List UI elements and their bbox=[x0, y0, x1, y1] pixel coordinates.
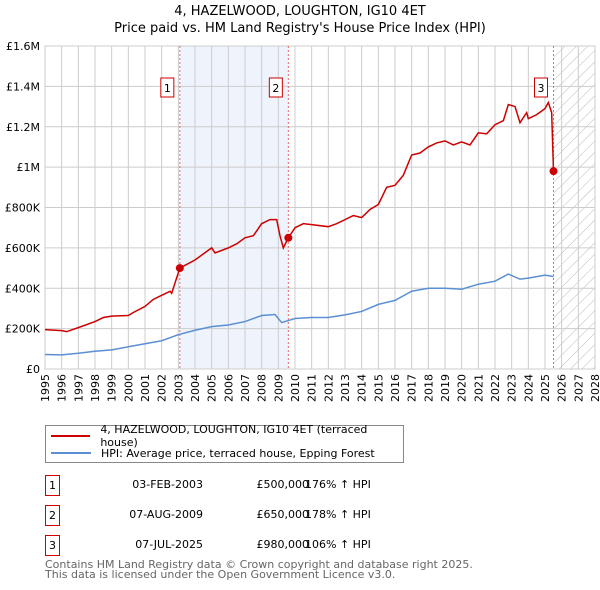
x-tick-label: 2024 bbox=[522, 374, 535, 402]
sale-hpi-change: 106% ↑ HPI bbox=[305, 538, 371, 551]
sale-badge: 3 bbox=[45, 535, 60, 556]
x-tick-label: 1997 bbox=[72, 374, 85, 402]
x-tick-label: 2005 bbox=[206, 374, 219, 402]
series-line bbox=[44, 100, 555, 333]
y-tick-label: £1M bbox=[17, 161, 41, 174]
y-tick-label: £400K bbox=[5, 282, 41, 295]
sale-price: £650,000 bbox=[256, 508, 310, 521]
x-tick-label: 2021 bbox=[472, 374, 485, 402]
sale-hpi-change: 178% ↑ HPI bbox=[305, 508, 371, 521]
x-tick-label: 2000 bbox=[122, 374, 135, 402]
x-tick-label: 1995 bbox=[39, 374, 52, 402]
y-tick-label: £0 bbox=[26, 363, 40, 376]
legend-label-hpi: HPI: Average price, terraced house, Eppi… bbox=[101, 446, 375, 460]
x-tick-label: 2018 bbox=[422, 374, 435, 402]
x-tick-label: 2012 bbox=[322, 374, 335, 402]
x-tick-label: 2015 bbox=[372, 374, 385, 402]
sale-marker-label: 3 bbox=[538, 82, 545, 95]
x-tick-label: 1998 bbox=[89, 374, 102, 402]
series-line bbox=[44, 273, 554, 356]
y-tick-label: £1.4M bbox=[6, 80, 40, 93]
x-tick-label: 2009 bbox=[272, 374, 285, 402]
y-tick-label: £1.6M bbox=[6, 40, 40, 53]
x-tick-label: 2011 bbox=[306, 374, 319, 402]
x-tick-label: 2025 bbox=[539, 374, 552, 402]
x-tick-label: 2010 bbox=[289, 374, 302, 402]
x-tick-label: 2022 bbox=[489, 374, 502, 402]
x-tick-label: 2026 bbox=[556, 374, 569, 402]
sale-date: 07-JUL-2025 bbox=[135, 538, 203, 551]
sale-price: £500,000 bbox=[256, 478, 310, 491]
legend: 4, HAZELWOOD, LOUGHTON, IG10 4ET (terrac… bbox=[45, 423, 404, 463]
sale-date: 03-FEB-2003 bbox=[132, 478, 203, 491]
chart-subtitle: Price paid vs. HM Land Registry's House … bbox=[114, 21, 486, 36]
x-tick-label: 1996 bbox=[56, 374, 69, 402]
x-tick-label: 2001 bbox=[139, 374, 152, 402]
sale-marker-label: 1 bbox=[164, 82, 171, 95]
sale-hpi-change: 176% ↑ HPI bbox=[305, 478, 371, 491]
x-tick-label: 2016 bbox=[389, 374, 402, 402]
sale-point bbox=[284, 233, 293, 242]
x-tick-label: 2019 bbox=[439, 374, 452, 402]
x-tick-label: 2007 bbox=[239, 374, 252, 402]
plot-area: 1995 1996 1997 1998 1999 2000 2001 2002 2003 2004… bbox=[5, 40, 600, 402]
sale-point bbox=[175, 264, 184, 273]
legend-label-property: 4, HAZELWOOD, LOUGHTON, IG10 4ET (terrac… bbox=[100, 423, 368, 449]
sale-badge: 1 bbox=[45, 475, 60, 496]
x-tick-label: 2006 bbox=[222, 374, 235, 402]
sale-price: £980,000 bbox=[256, 538, 310, 551]
footer-line-2: This data is licensed under the Open Gov… bbox=[45, 568, 396, 581]
chart-title: 4, HAZELWOOD, LOUGHTON, IG10 4ET bbox=[174, 4, 426, 19]
y-tick-label: £800K bbox=[5, 202, 41, 215]
footer: Contains HM Land Registry data © Crown c… bbox=[45, 558, 473, 581]
legend-swatch-hpi bbox=[51, 452, 91, 454]
footer-line-1: Contains HM Land Registry data © Crown c… bbox=[45, 558, 473, 571]
sale-marker-box bbox=[268, 77, 283, 98]
plot-frame bbox=[44, 45, 596, 370]
sale-marker-box bbox=[534, 77, 548, 98]
sale-badge: 2 bbox=[45, 505, 60, 526]
sale-marker-box bbox=[160, 77, 175, 98]
x-tick-label: 1999 bbox=[106, 374, 119, 402]
sale-date: 07-AUG-2009 bbox=[129, 508, 203, 521]
y-tick-label: £600K bbox=[5, 242, 41, 255]
sale-point bbox=[549, 167, 558, 176]
sale-marker-label: 2 bbox=[272, 82, 279, 95]
x-tick-label: 2003 bbox=[172, 374, 185, 402]
x-tick-label: 2020 bbox=[456, 374, 469, 402]
y-tick-label: £1.2M bbox=[6, 121, 40, 134]
x-tick-label: 2013 bbox=[339, 374, 352, 402]
x-tick-label: 2017 bbox=[406, 374, 419, 402]
x-tick-label: 2002 bbox=[156, 374, 169, 402]
x-tick-label: 2014 bbox=[356, 374, 369, 402]
x-tick-label: 2023 bbox=[506, 374, 519, 402]
x-tick-label: 2027 bbox=[572, 374, 585, 402]
y-tick-label: £200K bbox=[5, 323, 41, 336]
legend-swatch-property bbox=[51, 435, 91, 437]
x-tick-label: 2028 bbox=[589, 374, 600, 402]
x-tick-label: 2004 bbox=[189, 374, 202, 402]
x-tick-label: 2008 bbox=[256, 374, 269, 402]
